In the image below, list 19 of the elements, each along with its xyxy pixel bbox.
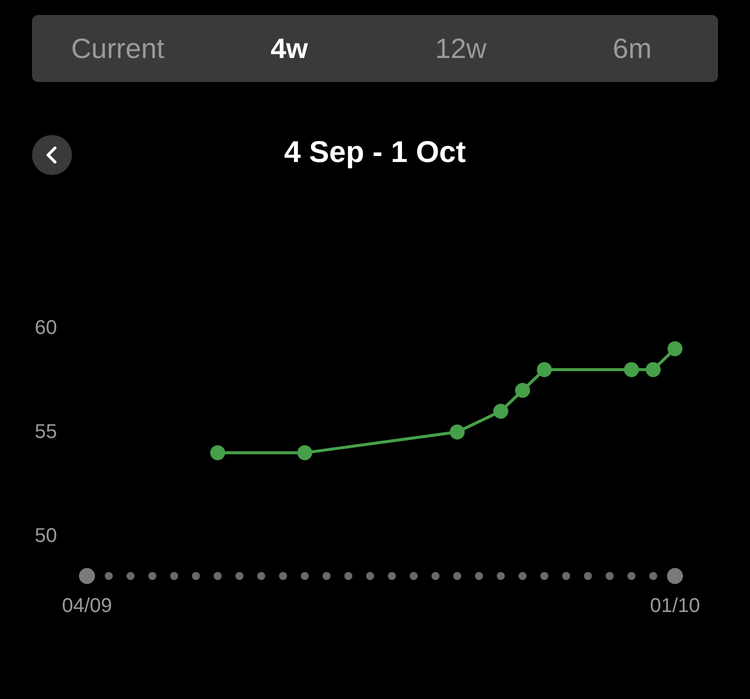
y-tick-label: 55 <box>34 421 57 443</box>
point <box>515 382 530 398</box>
x-tick-label: 01/10 <box>650 595 700 617</box>
point <box>668 341 682 356</box>
y-tick-label: 50 <box>34 525 57 547</box>
point <box>536 362 552 378</box>
text: 4w <box>270 32 309 64</box>
text: 12w <box>434 32 488 64</box>
x-tick-label: 04/09 <box>62 595 112 617</box>
text: Current <box>70 32 166 64</box>
point <box>210 445 226 460</box>
point <box>493 404 508 419</box>
point <box>646 362 661 378</box>
point <box>624 362 639 378</box>
point <box>450 424 465 440</box>
chart-title: 4 Sep - 1 Oct <box>283 136 467 170</box>
text: 6m <box>612 32 653 64</box>
point <box>297 445 312 460</box>
y-tick-label: 60 <box>34 317 57 339</box>
